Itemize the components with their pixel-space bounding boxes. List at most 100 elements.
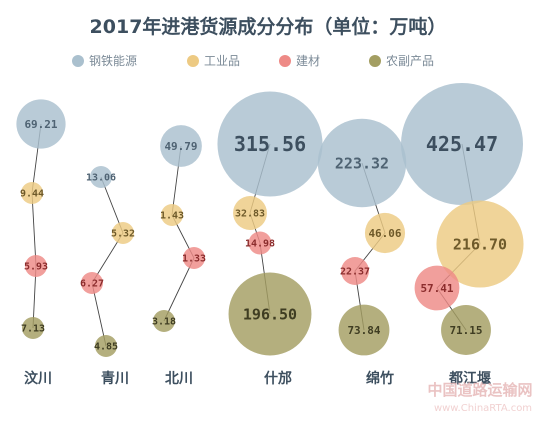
city-label: 北川 xyxy=(165,371,193,387)
bubble-value-label: 5.93 xyxy=(24,262,48,273)
legend-item: 建材 xyxy=(279,54,320,68)
bubble-value-label: 46.06 xyxy=(368,227,401,240)
bubble-value-label: 196.50 xyxy=(243,305,297,323)
bubble-circle xyxy=(441,305,491,355)
bubble-value-label: 1.43 xyxy=(160,211,184,222)
bubble-value-label: 22.37 xyxy=(340,267,370,278)
bubble-circle xyxy=(228,272,312,356)
bubble: 4.85 xyxy=(94,335,118,357)
bubble: 57.41 xyxy=(414,265,460,311)
bubble-circle xyxy=(95,335,117,357)
bubble-circle xyxy=(436,200,524,288)
bubble: 3.18 xyxy=(152,310,176,332)
legend-label: 建材 xyxy=(296,54,320,68)
bubble: 32.83 xyxy=(233,196,267,230)
bubble-value-label: 49.79 xyxy=(164,140,197,153)
city-label: 绵竹 xyxy=(366,370,394,387)
bubble-value-label: 9.44 xyxy=(20,189,44,200)
bubble-value-label: 3.18 xyxy=(152,317,176,328)
legend-label: 工业品 xyxy=(204,54,240,68)
bubble-circle xyxy=(90,166,112,188)
bubble-value-label: 71.15 xyxy=(449,324,482,337)
bubble-circle xyxy=(81,272,103,294)
legend-item: 农副产品 xyxy=(369,54,434,68)
bubble: 1.43 xyxy=(160,204,184,226)
bubble-circle xyxy=(217,91,323,197)
watermark: 中国道路运输网 www.ChinaRTA.com xyxy=(427,381,532,414)
bubble-circle xyxy=(161,204,183,226)
bubble-circle xyxy=(338,304,390,356)
legend-label: 钢铁能源 xyxy=(89,54,137,68)
bubble: 1.33 xyxy=(182,247,206,269)
watermark-sub: www.ChinaRTA.com xyxy=(434,403,532,414)
bubble-value-label: 57.41 xyxy=(420,282,453,295)
bubbles: 425.47 315.56 223.32 216.70 196.50 73.84 71.15… xyxy=(16,83,524,357)
bubble-value-label: 4.85 xyxy=(94,342,118,353)
legend-swatch xyxy=(72,55,84,67)
bubble: 223.32 xyxy=(317,118,407,208)
bubble-circle xyxy=(21,182,43,204)
bubble-value-label: 315.56 xyxy=(234,132,306,156)
city-label: 青川 xyxy=(101,370,129,387)
bubble-circle xyxy=(317,118,407,208)
city-labels: 汶川 青川 北川 什邡 绵竹 都江堰 xyxy=(24,370,491,387)
connector-line xyxy=(31,123,42,329)
chart-title: 2017年进港货源成分分布（单位：万吨） xyxy=(90,15,447,38)
bubble-circle xyxy=(160,125,202,167)
city-label: 什邡 xyxy=(264,370,292,387)
city-label: 都江堰 xyxy=(448,370,491,387)
bubble-value-label: 14.98 xyxy=(245,239,275,250)
legend-swatch xyxy=(369,55,381,67)
bubble: 196.50 xyxy=(228,272,312,356)
bubble-value-label: 216.70 xyxy=(453,235,507,253)
watermark-main: 中国道路运输网 xyxy=(427,381,532,399)
legend-swatch xyxy=(187,55,199,67)
bubble-value-label: 7.13 xyxy=(21,324,45,335)
connector-line xyxy=(91,176,124,347)
bubble: 46.06 xyxy=(364,212,406,254)
bubble-circle xyxy=(153,310,175,332)
bubble: 315.56 xyxy=(217,91,323,197)
bubble-circle xyxy=(401,83,523,205)
connector-line xyxy=(163,145,195,322)
bubble-value-label: 13.06 xyxy=(86,173,116,184)
legend-label: 农副产品 xyxy=(386,54,434,68)
bubble-circle xyxy=(22,317,44,339)
bubble-value-label: 6.27 xyxy=(80,279,104,290)
legend-swatch xyxy=(279,55,291,67)
bubble: 7.13 xyxy=(21,317,45,339)
bubble-circle xyxy=(112,222,134,244)
legend-item: 钢铁能源 xyxy=(72,54,137,68)
bubble-value-label: 425.47 xyxy=(426,132,498,156)
bubble-circle xyxy=(364,212,406,254)
bubble: 425.47 xyxy=(401,83,523,205)
bubble-value-label: 1.33 xyxy=(182,254,206,265)
bubble-circle xyxy=(341,257,369,285)
bubble-circle xyxy=(233,196,267,230)
bubble: 5.32 xyxy=(111,222,135,244)
bubble: 49.79 xyxy=(160,125,202,167)
city-label: 汶川 xyxy=(24,370,52,387)
legend-item: 工业品 xyxy=(187,54,240,68)
bubble-circle xyxy=(183,247,205,269)
bubble: 13.06 xyxy=(86,166,116,188)
bubble-value-label: 32.83 xyxy=(235,209,265,220)
legend: 钢铁能源 工业品 建材 农副产品 xyxy=(72,54,434,68)
bubble-circle xyxy=(16,99,66,149)
bubble: 22.37 xyxy=(340,257,370,285)
bubble: 69.21 xyxy=(16,99,66,149)
bubble-circle xyxy=(25,255,47,277)
bubble: 14.98 xyxy=(245,231,275,255)
bubble-value-label: 5.32 xyxy=(111,229,135,240)
bubble: 9.44 xyxy=(20,182,44,204)
bubble-circle xyxy=(248,231,272,255)
bubble-value-label: 223.32 xyxy=(335,154,389,172)
bubble: 216.70 xyxy=(436,200,524,288)
bubble: 71.15 xyxy=(441,305,491,355)
bubble-value-label: 69.21 xyxy=(24,118,57,131)
bubble: 6.27 xyxy=(80,272,104,294)
bubble-value-label: 73.84 xyxy=(347,324,380,337)
bubble: 5.93 xyxy=(24,255,48,277)
bubble: 73.84 xyxy=(338,304,390,356)
